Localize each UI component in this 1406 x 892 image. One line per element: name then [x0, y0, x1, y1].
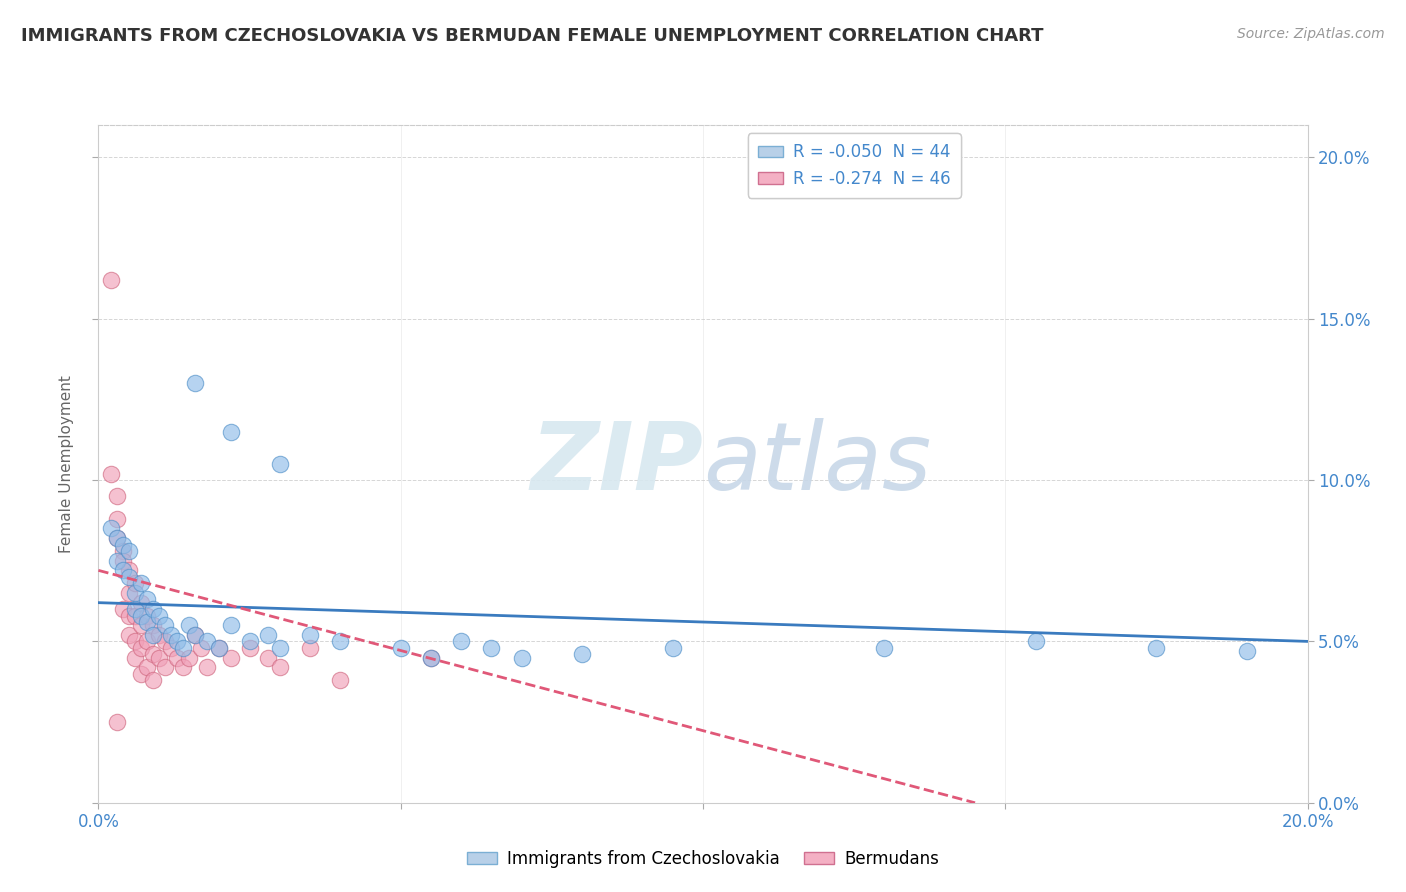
Text: IMMIGRANTS FROM CZECHOSLOVAKIA VS BERMUDAN FEMALE UNEMPLOYMENT CORRELATION CHART: IMMIGRANTS FROM CZECHOSLOVAKIA VS BERMUD…: [21, 27, 1043, 45]
Point: [111, 563, 134, 577]
Point: [124, 650, 146, 665]
Point: [142, 602, 165, 616]
Point: [172, 660, 194, 674]
Point: [195, 660, 218, 674]
Point: [195, 634, 218, 648]
Point: [184, 628, 207, 642]
Legend: Immigrants from Czechoslovakia, Bermudans: Immigrants from Czechoslovakia, Bermudan…: [460, 844, 946, 875]
Text: ZIP: ZIP: [530, 417, 703, 510]
Point: [420, 650, 443, 665]
Point: [153, 634, 176, 648]
Point: [873, 640, 896, 655]
Point: [135, 615, 157, 629]
Point: [105, 531, 128, 545]
Text: atlas: atlas: [703, 418, 931, 509]
Point: [269, 457, 291, 471]
Point: [129, 666, 152, 681]
Point: [129, 618, 152, 632]
Point: [1144, 640, 1167, 655]
Point: [105, 512, 128, 526]
Point: [269, 640, 291, 655]
Point: [299, 640, 322, 655]
Point: [111, 544, 134, 558]
Point: [124, 586, 146, 600]
Point: [208, 640, 231, 655]
Point: [124, 634, 146, 648]
Point: [662, 640, 685, 655]
Point: [124, 608, 146, 623]
Point: [510, 650, 533, 665]
Text: Source: ZipAtlas.com: Source: ZipAtlas.com: [1237, 27, 1385, 41]
Point: [142, 628, 165, 642]
Point: [111, 602, 134, 616]
Point: [153, 660, 176, 674]
Point: [118, 544, 141, 558]
Point: [179, 650, 201, 665]
Point: [190, 640, 212, 655]
Point: [208, 640, 231, 655]
Point: [172, 640, 194, 655]
Point: [142, 648, 165, 662]
Point: [221, 425, 243, 439]
Point: [420, 650, 443, 665]
Point: [389, 640, 412, 655]
Point: [118, 608, 141, 623]
Point: [135, 660, 157, 674]
Point: [329, 634, 352, 648]
Point: [111, 554, 134, 568]
Point: [135, 608, 157, 623]
Point: [221, 618, 243, 632]
Point: [118, 563, 141, 577]
Point: [153, 618, 176, 632]
Point: [481, 640, 503, 655]
Point: [142, 618, 165, 632]
Point: [239, 634, 262, 648]
Point: [256, 650, 278, 665]
Point: [124, 602, 146, 616]
Point: [1024, 634, 1046, 648]
Point: [1236, 644, 1258, 658]
Point: [105, 489, 128, 503]
Point: [100, 273, 122, 287]
Point: [166, 650, 188, 665]
Point: [129, 596, 152, 610]
Point: [299, 628, 322, 642]
Point: [571, 648, 593, 662]
Point: [166, 634, 188, 648]
Point: [148, 628, 170, 642]
Point: [329, 673, 352, 687]
Point: [160, 628, 183, 642]
Y-axis label: Female Unemployment: Female Unemployment: [59, 375, 75, 553]
Point: [450, 634, 472, 648]
Point: [135, 592, 157, 607]
Point: [148, 608, 170, 623]
Point: [221, 650, 243, 665]
Point: [239, 640, 262, 655]
Point: [269, 660, 291, 674]
Point: [135, 634, 157, 648]
Point: [100, 467, 122, 481]
Legend: R = -0.050  N = 44, R = -0.274  N = 46: R = -0.050 N = 44, R = -0.274 N = 46: [748, 133, 960, 197]
Point: [142, 673, 165, 687]
Point: [118, 628, 141, 642]
Point: [148, 650, 170, 665]
Point: [124, 576, 146, 591]
Point: [184, 628, 207, 642]
Point: [129, 576, 152, 591]
Point: [111, 537, 134, 551]
Point: [160, 640, 183, 655]
Point: [129, 640, 152, 655]
Point: [129, 608, 152, 623]
Point: [179, 618, 201, 632]
Point: [184, 376, 207, 391]
Point: [118, 570, 141, 584]
Point: [105, 554, 128, 568]
Point: [105, 715, 128, 730]
Point: [118, 586, 141, 600]
Point: [100, 521, 122, 535]
Point: [105, 531, 128, 545]
Point: [256, 628, 278, 642]
